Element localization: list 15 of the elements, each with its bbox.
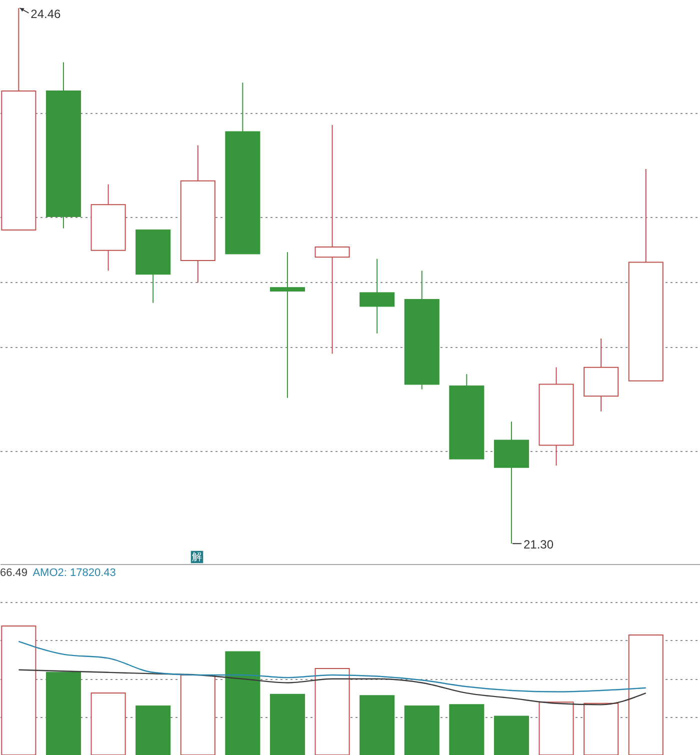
bar (404, 705, 440, 755)
bar (449, 704, 484, 755)
text: 66.49 (0, 567, 28, 579)
bar (494, 716, 530, 755)
candlestick (314, 124, 350, 354)
bar (136, 705, 171, 755)
annotation: 24.46 (30, 7, 62, 21)
bar (360, 695, 395, 755)
bar (225, 651, 260, 755)
annotation: 21.30 (523, 538, 554, 552)
bar (270, 694, 306, 755)
bar (46, 672, 82, 755)
text: 解 (192, 552, 202, 563)
candlestick (270, 252, 306, 398)
text: AMO2: 17820.43 (32, 567, 116, 579)
